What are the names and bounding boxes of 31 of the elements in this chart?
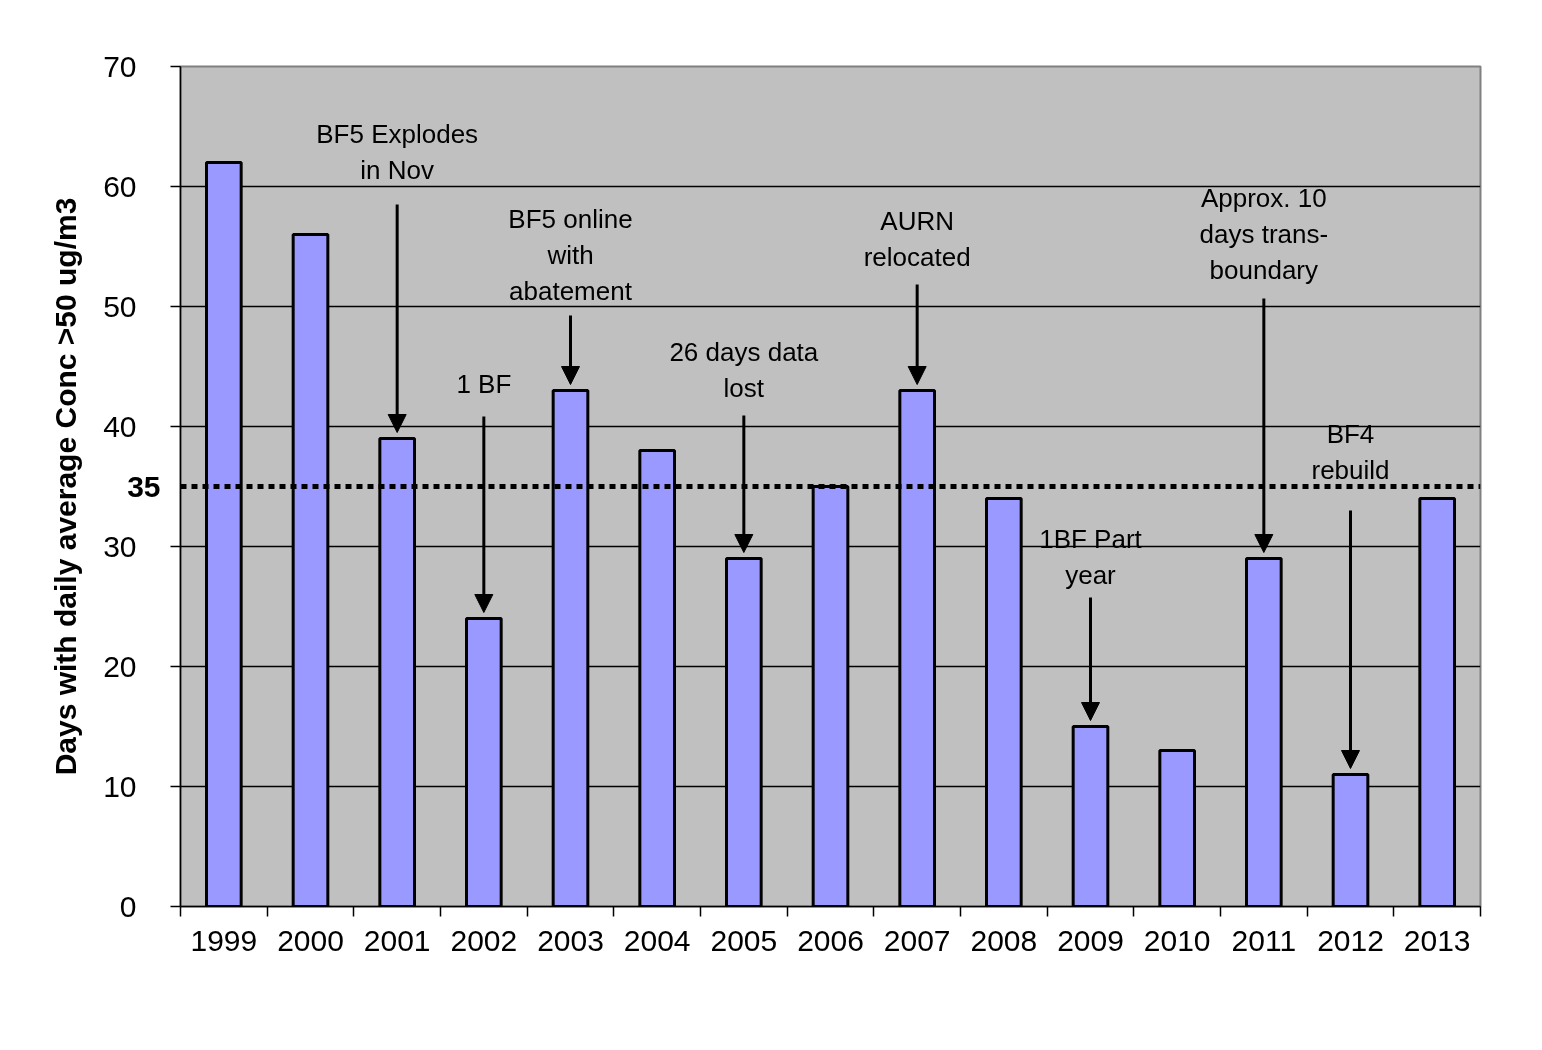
- y-tick-label: 20: [103, 649, 137, 683]
- x-tick-label: 2013: [1403, 923, 1471, 957]
- x-tick-label: 2009: [1057, 923, 1124, 957]
- y-tick-label: 70: [103, 49, 137, 83]
- x-tick-label: 2006: [797, 923, 864, 957]
- x-tick-label: 1999: [190, 923, 258, 957]
- x-tick-label: 2011: [1231, 923, 1297, 957]
- annotation: AURN relocated: [863, 205, 971, 272]
- x-tick-label: 2004: [623, 923, 691, 957]
- x-tick-label: 2000: [277, 923, 344, 957]
- annotation: Approx. 10 days trans- boundary: [1199, 182, 1329, 285]
- annotation: 26 days data lost: [669, 336, 819, 403]
- y-tick-label: 60: [103, 169, 137, 203]
- x-tick-label: 2005: [710, 923, 778, 957]
- y-tick-label: 0: [119, 889, 137, 923]
- y-tick-label: 40: [103, 409, 137, 443]
- x-tick-label: 2001: [363, 923, 431, 957]
- ref-line-label: 35: [127, 469, 161, 503]
- x-tick-label: 2010: [1143, 923, 1211, 957]
- y-tick-label: 30: [103, 529, 137, 563]
- annotation: 1 BF: [456, 368, 512, 399]
- x-tick-label: 2003: [537, 923, 604, 957]
- y-axis-title: Days with daily average Conc >50 ug/m3: [49, 197, 83, 776]
- y-tick-label: 10: [103, 769, 137, 803]
- x-tick-label: 2008: [970, 923, 1038, 957]
- annotation: BF5 online with abatement: [508, 203, 633, 306]
- x-tick-label: 2012: [1317, 923, 1384, 957]
- x-tick-label: 2002: [450, 923, 518, 957]
- annotation: BF5 Explodes in Nov: [316, 118, 479, 185]
- x-tick-label: 2007: [883, 923, 951, 957]
- y-tick-label: 50: [103, 289, 137, 323]
